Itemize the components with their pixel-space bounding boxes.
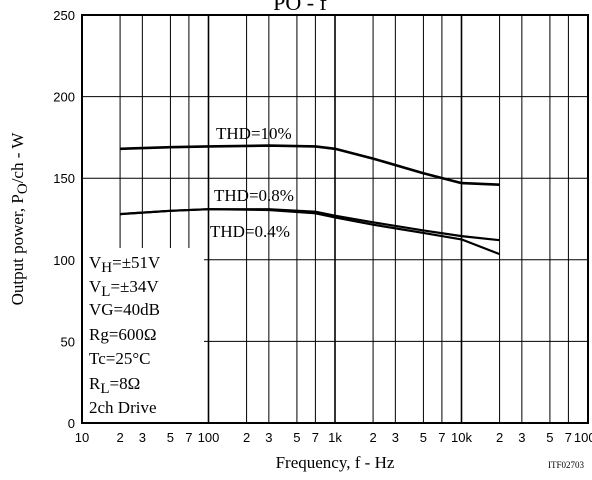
x-minor-tick-label: 3 (139, 430, 146, 445)
x-minor-tick-label: 3 (265, 430, 272, 445)
grid (82, 15, 588, 423)
x-minor-tick-label: 5 (420, 430, 427, 445)
x-minor-tick-label: 5 (293, 430, 300, 445)
x-tick-labels: 2357235723572357101001k10k100k (75, 430, 592, 445)
annotation-drive: 2ch Drive (89, 398, 157, 417)
plot-frame (81, 14, 589, 424)
x-minor-tick-label: 5 (167, 430, 174, 445)
series-line-thd-0.4- (120, 208, 500, 256)
x-major-tick-label: 100 (198, 430, 220, 445)
annotation-tc: Tc=25°C (89, 349, 150, 368)
y-axis-label: Output power, PO/ch - W (8, 132, 31, 306)
x-minor-tick-label: 5 (546, 430, 553, 445)
x-minor-tick-label: 3 (518, 430, 525, 445)
series-label-thd-0.4: THD=0.4% (210, 222, 290, 241)
annotation-rg: Rg=600Ω (89, 325, 157, 344)
y-tick-labels: 0 50 100 150 200 250 (53, 8, 75, 431)
conditions-box (83, 248, 204, 422)
x-minor-tick-label: 2 (496, 430, 503, 445)
figure-code: ITF02703 (548, 460, 585, 470)
y-tick-label: 100 (53, 253, 75, 268)
y-tick-label: 250 (53, 8, 75, 23)
x-major-tick-label: 10 (75, 430, 89, 445)
x-minor-tick-label: 7 (312, 430, 319, 445)
x-major-tick-label: 10k (451, 430, 472, 445)
chart-title: PO - f (273, 0, 327, 15)
y-tick-label: 150 (53, 171, 75, 186)
y-tick-label: 0 (68, 416, 75, 431)
series-lines (120, 144, 500, 256)
x-minor-tick-label: 3 (392, 430, 399, 445)
annotation-vg: VG=40dB (89, 300, 160, 319)
series-line-thd-10- (120, 144, 500, 186)
x-minor-tick-label: 2 (116, 430, 123, 445)
y-tick-label: 50 (61, 334, 75, 349)
y-tick-label: 200 (53, 90, 75, 105)
x-axis-label: Frequency, f - Hz (276, 453, 395, 472)
x-minor-tick-label: 7 (438, 430, 445, 445)
x-major-tick-label: 1k (328, 430, 342, 445)
x-major-tick-label: 100k (574, 430, 592, 445)
x-minor-tick-label: 2 (243, 430, 250, 445)
series-label-thd-0.8: THD=0.8% (214, 186, 294, 205)
x-minor-tick-label: 7 (185, 430, 192, 445)
x-minor-tick-label: 2 (369, 430, 376, 445)
series-label-thd-10: THD=10% (216, 124, 292, 143)
x-minor-tick-label: 7 (565, 430, 572, 445)
